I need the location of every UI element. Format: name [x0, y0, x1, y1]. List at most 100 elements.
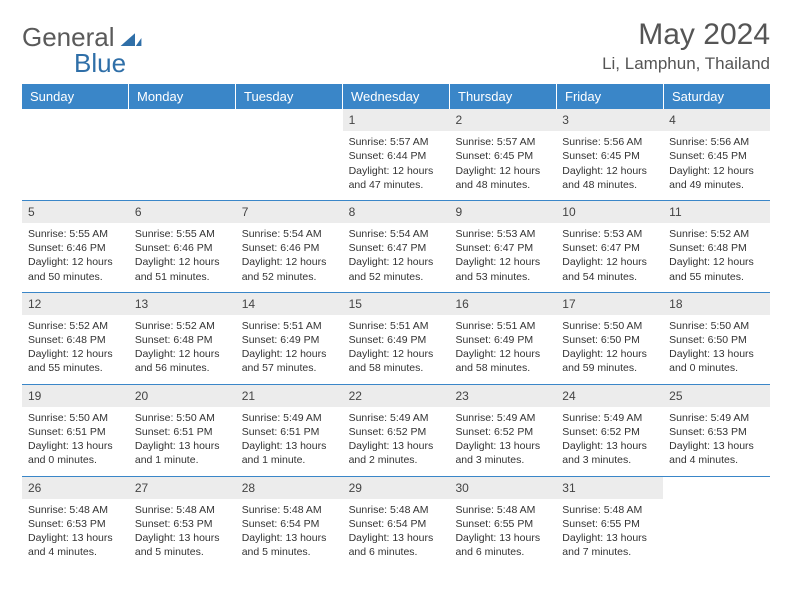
day-cell: 4Sunrise: 5:56 AMSunset: 6:45 PMDaylight… [663, 109, 770, 200]
sunset-line: Sunset: 6:51 PM [135, 425, 230, 439]
daylight-line: Daylight: 12 hours and 48 minutes. [455, 164, 550, 192]
day-number: 8 [343, 201, 450, 223]
daylight-line: Daylight: 13 hours and 7 minutes. [562, 531, 657, 559]
day-body: Sunrise: 5:48 AMSunset: 6:55 PMDaylight:… [449, 499, 556, 568]
day-number: 3 [556, 109, 663, 131]
sunrise-line: Sunrise: 5:57 AM [455, 135, 550, 149]
day-header-tuesday: Tuesday [236, 84, 343, 109]
day-body: Sunrise: 5:50 AMSunset: 6:50 PMDaylight:… [663, 315, 770, 384]
day-number: 27 [129, 477, 236, 499]
daylight-line: Daylight: 12 hours and 55 minutes. [28, 347, 123, 375]
sunset-line: Sunset: 6:51 PM [242, 425, 337, 439]
day-body: Sunrise: 5:49 AMSunset: 6:53 PMDaylight:… [663, 407, 770, 476]
daylight-line: Daylight: 12 hours and 52 minutes. [242, 255, 337, 283]
day-body: Sunrise: 5:52 AMSunset: 6:48 PMDaylight:… [129, 315, 236, 384]
day-body: Sunrise: 5:53 AMSunset: 6:47 PMDaylight:… [449, 223, 556, 292]
week-row: 1Sunrise: 5:57 AMSunset: 6:44 PMDaylight… [22, 109, 770, 201]
day-cell: 2Sunrise: 5:57 AMSunset: 6:45 PMDaylight… [449, 109, 556, 200]
sunset-line: Sunset: 6:52 PM [455, 425, 550, 439]
daylight-line: Daylight: 12 hours and 52 minutes. [349, 255, 444, 283]
day-cell: 15Sunrise: 5:51 AMSunset: 6:49 PMDayligh… [343, 293, 450, 384]
logo-text-right: Blue [74, 48, 126, 78]
sunset-line: Sunset: 6:51 PM [28, 425, 123, 439]
daylight-line: Daylight: 13 hours and 3 minutes. [562, 439, 657, 467]
sunrise-line: Sunrise: 5:55 AM [135, 227, 230, 241]
day-body: Sunrise: 5:52 AMSunset: 6:48 PMDaylight:… [663, 223, 770, 292]
sunset-line: Sunset: 6:50 PM [669, 333, 764, 347]
sunset-line: Sunset: 6:55 PM [562, 517, 657, 531]
day-cell: 22Sunrise: 5:49 AMSunset: 6:52 PMDayligh… [343, 385, 450, 476]
daylight-line: Daylight: 12 hours and 50 minutes. [28, 255, 123, 283]
day-cell: 12Sunrise: 5:52 AMSunset: 6:48 PMDayligh… [22, 293, 129, 384]
day-body: Sunrise: 5:48 AMSunset: 6:54 PMDaylight:… [236, 499, 343, 568]
sunrise-line: Sunrise: 5:49 AM [455, 411, 550, 425]
day-number: 26 [22, 477, 129, 499]
day-number: 6 [129, 201, 236, 223]
day-header-wednesday: Wednesday [343, 84, 450, 109]
daylight-line: Daylight: 13 hours and 5 minutes. [135, 531, 230, 559]
sunset-line: Sunset: 6:47 PM [349, 241, 444, 255]
day-cell: 11Sunrise: 5:52 AMSunset: 6:48 PMDayligh… [663, 201, 770, 292]
sunset-line: Sunset: 6:46 PM [28, 241, 123, 255]
daylight-line: Daylight: 12 hours and 48 minutes. [562, 164, 657, 192]
daylight-line: Daylight: 12 hours and 47 minutes. [349, 164, 444, 192]
day-cell: 26Sunrise: 5:48 AMSunset: 6:53 PMDayligh… [22, 477, 129, 568]
day-number: 18 [663, 293, 770, 315]
day-body: Sunrise: 5:50 AMSunset: 6:51 PMDaylight:… [129, 407, 236, 476]
day-number: 28 [236, 477, 343, 499]
day-cell: 20Sunrise: 5:50 AMSunset: 6:51 PMDayligh… [129, 385, 236, 476]
sunset-line: Sunset: 6:49 PM [349, 333, 444, 347]
day-body: Sunrise: 5:50 AMSunset: 6:50 PMDaylight:… [556, 315, 663, 384]
sunset-line: Sunset: 6:52 PM [562, 425, 657, 439]
daylight-line: Daylight: 12 hours and 55 minutes. [669, 255, 764, 283]
weeks-container: 1Sunrise: 5:57 AMSunset: 6:44 PMDaylight… [22, 109, 770, 567]
day-cell: 21Sunrise: 5:49 AMSunset: 6:51 PMDayligh… [236, 385, 343, 476]
sunrise-line: Sunrise: 5:52 AM [28, 319, 123, 333]
day-cell: 14Sunrise: 5:51 AMSunset: 6:49 PMDayligh… [236, 293, 343, 384]
daylight-line: Daylight: 13 hours and 6 minutes. [349, 531, 444, 559]
sunrise-line: Sunrise: 5:48 AM [562, 503, 657, 517]
sunset-line: Sunset: 6:45 PM [455, 149, 550, 163]
sunset-line: Sunset: 6:53 PM [28, 517, 123, 531]
sunset-line: Sunset: 6:44 PM [349, 149, 444, 163]
sunrise-line: Sunrise: 5:48 AM [349, 503, 444, 517]
sunrise-line: Sunrise: 5:50 AM [669, 319, 764, 333]
day-body: Sunrise: 5:51 AMSunset: 6:49 PMDaylight:… [236, 315, 343, 384]
sunrise-line: Sunrise: 5:52 AM [135, 319, 230, 333]
day-number: 19 [22, 385, 129, 407]
sunrise-line: Sunrise: 5:51 AM [455, 319, 550, 333]
daylight-line: Daylight: 12 hours and 51 minutes. [135, 255, 230, 283]
day-body: Sunrise: 5:52 AMSunset: 6:48 PMDaylight:… [22, 315, 129, 384]
day-body: Sunrise: 5:55 AMSunset: 6:46 PMDaylight:… [22, 223, 129, 292]
day-number: 1 [343, 109, 450, 131]
day-cell: 28Sunrise: 5:48 AMSunset: 6:54 PMDayligh… [236, 477, 343, 568]
day-cell: 29Sunrise: 5:48 AMSunset: 6:54 PMDayligh… [343, 477, 450, 568]
day-header-monday: Monday [129, 84, 236, 109]
sunrise-line: Sunrise: 5:56 AM [669, 135, 764, 149]
sunrise-line: Sunrise: 5:57 AM [349, 135, 444, 149]
sunset-line: Sunset: 6:46 PM [135, 241, 230, 255]
daylight-line: Daylight: 13 hours and 3 minutes. [455, 439, 550, 467]
day-cell: 30Sunrise: 5:48 AMSunset: 6:55 PMDayligh… [449, 477, 556, 568]
sunset-line: Sunset: 6:45 PM [562, 149, 657, 163]
sunset-line: Sunset: 6:55 PM [455, 517, 550, 531]
day-body: Sunrise: 5:48 AMSunset: 6:53 PMDaylight:… [129, 499, 236, 568]
sunrise-line: Sunrise: 5:48 AM [455, 503, 550, 517]
sunrise-line: Sunrise: 5:50 AM [562, 319, 657, 333]
day-cell: 9Sunrise: 5:53 AMSunset: 6:47 PMDaylight… [449, 201, 556, 292]
sunrise-line: Sunrise: 5:53 AM [455, 227, 550, 241]
day-body: Sunrise: 5:50 AMSunset: 6:51 PMDaylight:… [22, 407, 129, 476]
sunset-line: Sunset: 6:48 PM [135, 333, 230, 347]
day-cell: 8Sunrise: 5:54 AMSunset: 6:47 PMDaylight… [343, 201, 450, 292]
day-cell: 1Sunrise: 5:57 AMSunset: 6:44 PMDaylight… [343, 109, 450, 200]
day-number: 15 [343, 293, 450, 315]
day-cell: 5Sunrise: 5:55 AMSunset: 6:46 PMDaylight… [22, 201, 129, 292]
day-body: Sunrise: 5:56 AMSunset: 6:45 PMDaylight:… [556, 131, 663, 200]
day-cell: 7Sunrise: 5:54 AMSunset: 6:46 PMDaylight… [236, 201, 343, 292]
sunrise-line: Sunrise: 5:49 AM [669, 411, 764, 425]
day-body: Sunrise: 5:56 AMSunset: 6:45 PMDaylight:… [663, 131, 770, 200]
day-body: Sunrise: 5:54 AMSunset: 6:47 PMDaylight:… [343, 223, 450, 292]
daylight-line: Daylight: 12 hours and 59 minutes. [562, 347, 657, 375]
day-body: Sunrise: 5:57 AMSunset: 6:44 PMDaylight:… [343, 131, 450, 200]
day-body: Sunrise: 5:49 AMSunset: 6:52 PMDaylight:… [556, 407, 663, 476]
